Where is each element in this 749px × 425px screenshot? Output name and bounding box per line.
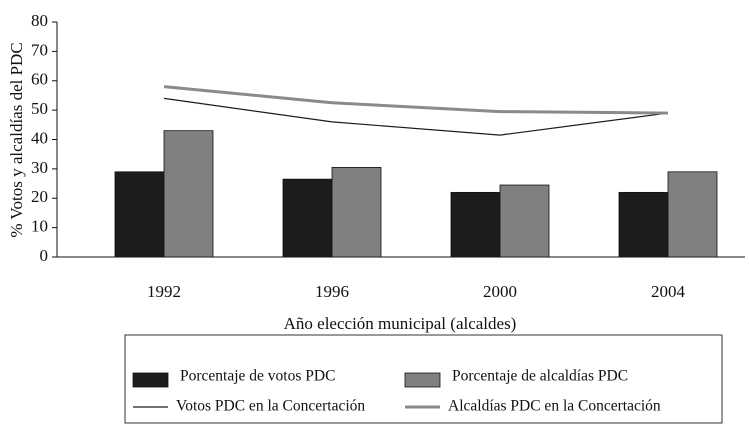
legend-label: Votos PDC en la Concertación xyxy=(176,398,365,415)
y-tick-label: 80 xyxy=(31,11,48,30)
legend-swatch xyxy=(132,372,169,388)
y-axis-label: % Votos y alcaldías del PDC xyxy=(7,42,26,237)
bar xyxy=(163,130,214,258)
legend-label: Alcaldías PDC en la Concertación xyxy=(448,398,661,415)
y-tick-label: 50 xyxy=(31,99,48,118)
y-tick-label: 10 xyxy=(31,217,48,236)
y-tick-label: 60 xyxy=(31,70,48,89)
legend-label: Porcentaje de alcaldías PDC xyxy=(452,368,628,385)
y-tick-label: 0 xyxy=(40,246,49,265)
legend-box xyxy=(124,334,723,424)
y-tick-label: 70 xyxy=(31,40,48,59)
x-tick-label: 1996 xyxy=(315,282,349,301)
bar xyxy=(114,171,165,258)
x-tick-label: 2004 xyxy=(651,282,686,301)
x-tick-label: 1992 xyxy=(147,282,181,301)
bar xyxy=(450,191,501,258)
bar xyxy=(618,191,669,258)
bar xyxy=(499,184,550,258)
bar xyxy=(331,167,382,258)
y-tick-label: 20 xyxy=(31,187,48,206)
line-series xyxy=(163,97,669,136)
bar xyxy=(667,171,718,258)
legend: Porcentaje de votos PDC Porcentaje de alc… xyxy=(132,368,661,415)
x-tick-label: 2000 xyxy=(483,282,517,301)
x-axis-label: Año elección municipal (alcaldes) xyxy=(284,314,517,333)
bar xyxy=(282,178,333,258)
line-series xyxy=(163,85,669,115)
legend-label: Porcentaje de votos PDC xyxy=(180,368,335,385)
legend-swatch xyxy=(404,372,441,388)
y-tick-label: 40 xyxy=(31,128,48,147)
y-tick-label: 30 xyxy=(31,158,48,177)
